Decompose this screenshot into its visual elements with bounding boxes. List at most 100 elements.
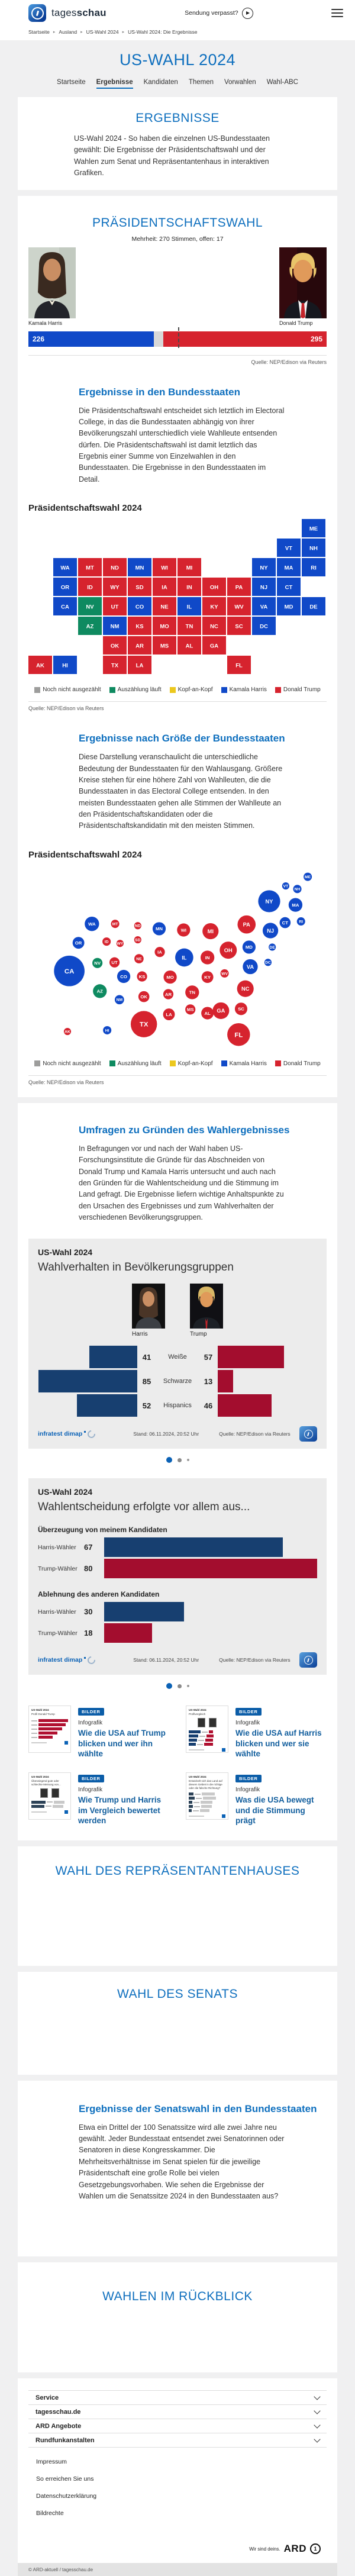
state-tile-MI[interactable] <box>178 558 201 577</box>
state-tile-ND[interactable] <box>103 558 127 577</box>
state-tile-WY[interactable] <box>103 578 127 597</box>
state-tile-KS[interactable] <box>128 617 151 636</box>
state-bubble-GA[interactable] <box>212 1002 230 1019</box>
state-tile-OH[interactable] <box>202 578 226 597</box>
state-bubble-ME[interactable] <box>304 872 312 881</box>
state-tile-IN[interactable] <box>178 578 201 597</box>
state-tile-CT[interactable] <box>277 578 301 597</box>
state-bubble-VA[interactable] <box>243 959 258 974</box>
state-tile-ID[interactable] <box>78 578 102 597</box>
state-bubble-VT[interactable] <box>282 882 289 889</box>
state-tile-DC[interactable] <box>252 617 276 636</box>
footer-link-impressum[interactable]: Impressum <box>36 2458 67 2466</box>
carousel-dot-1[interactable] <box>166 1683 172 1690</box>
state-bubble-MD[interactable] <box>242 940 256 954</box>
state-bubble-SC[interactable] <box>234 1002 248 1015</box>
state-bubble-TN[interactable] <box>185 985 199 1000</box>
state-bubble-NM[interactable] <box>114 995 124 1004</box>
hamburger-menu-icon[interactable] <box>331 9 343 17</box>
state-tile-NE[interactable] <box>153 597 176 616</box>
state-bubble-WV[interactable] <box>220 969 229 978</box>
state-tile-AZ[interactable] <box>78 617 102 636</box>
carousel-dot-3[interactable] <box>186 1459 189 1462</box>
state-tile-WI[interactable] <box>153 558 176 577</box>
state-bubble-MA[interactable] <box>288 898 303 912</box>
tab-startseite[interactable]: Startseite <box>57 79 86 86</box>
state-bubble-MS[interactable] <box>185 1004 196 1015</box>
carousel-dot-2[interactable] <box>177 1458 182 1462</box>
carousel-dot-3[interactable] <box>186 1685 189 1688</box>
state-bubble-MN[interactable] <box>152 922 166 936</box>
state-bubble-OR[interactable] <box>72 937 85 949</box>
state-tile-NC[interactable] <box>202 617 226 636</box>
state-tile-MS[interactable] <box>153 636 176 655</box>
state-bubble-CA[interactable] <box>54 955 85 986</box>
state-tile-WV[interactable] <box>227 597 251 616</box>
state-bubble-NC[interactable] <box>237 980 254 997</box>
state-tile-CO[interactable] <box>128 597 151 616</box>
state-bubble-WA[interactable] <box>85 916 99 931</box>
state-bubble-ND[interactable] <box>134 921 141 930</box>
state-tile-NJ[interactable] <box>252 578 276 597</box>
state-tile-TX[interactable] <box>103 656 127 675</box>
state-tile-NY[interactable] <box>252 558 276 577</box>
state-bubble-NV[interactable] <box>92 957 103 968</box>
teaser-comparison[interactable]: US-Wahl 2024 Überwiegend gute oder schle… <box>28 1772 169 1826</box>
state-tile-ME[interactable] <box>302 519 325 538</box>
state-bubble-MO[interactable] <box>163 970 177 984</box>
state-bubble-CT[interactable] <box>279 917 291 928</box>
state-tile-WA[interactable] <box>53 558 77 577</box>
state-tile-IL[interactable] <box>178 597 201 616</box>
footer-accordion-service[interactable]: Service <box>28 2390 327 2406</box>
state-bubble-NH[interactable] <box>293 884 302 894</box>
state-tile-MA[interactable] <box>277 558 301 577</box>
state-bubble-NY[interactable] <box>258 890 280 913</box>
state-tile-MN[interactable] <box>128 558 151 577</box>
state-bubble-UT[interactable] <box>109 957 120 968</box>
state-tile-CA[interactable] <box>53 597 77 616</box>
breadcrumb-item[interactable]: US-Wahl 2024: Die Ergebnisse <box>128 29 198 35</box>
bubble-map[interactable]: AK AL AR AZ CA CO CT DC DE FL GA HI IA ID IL IN KS KY LA MA… <box>28 866 327 1052</box>
footer-accordion-rundfunkanstalten[interactable]: Rundfunkanstalten <box>28 2433 327 2448</box>
footer-link-datenschutzerkl-rung[interactable]: Datenschutzerklärung <box>36 2493 97 2500</box>
footer-accordion-ard-angebote[interactable]: ARD Angebote <box>28 2419 327 2434</box>
tab-vorwahlen[interactable]: Vorwahlen <box>224 79 256 86</box>
carousel-dot-2[interactable] <box>177 1684 182 1688</box>
state-bubble-AL[interactable] <box>201 1007 214 1020</box>
teaser-mood[interactable]: US-Wahl 2024 Entwickelt sich das Land au… <box>186 1772 327 1826</box>
breadcrumb-item[interactable]: Ausland <box>59 29 78 35</box>
state-tile-RI[interactable] <box>302 558 325 577</box>
state-tile-VA[interactable] <box>252 597 276 616</box>
tab-ergebnisse[interactable]: Ergebnisse <box>96 79 133 89</box>
state-tile-LA[interactable] <box>128 656 151 675</box>
state-bubble-OK[interactable] <box>138 991 150 1002</box>
state-tile-SD[interactable] <box>128 578 151 597</box>
tab-kandidaten[interactable]: Kandidaten <box>143 79 178 86</box>
footer-accordion-tagesschau-de[interactable]: tagesschau.de <box>28 2405 327 2420</box>
state-tile-MT[interactable] <box>78 558 102 577</box>
state-tile-VT[interactable] <box>277 539 301 557</box>
state-bubble-NJ[interactable] <box>262 923 279 939</box>
state-tile-NH[interactable] <box>302 539 325 557</box>
brand-wordmark[interactable]: tagesschau <box>51 7 106 18</box>
state-tile-MD[interactable] <box>277 597 301 616</box>
state-bubble-WY[interactable] <box>116 939 124 947</box>
state-bubble-SD[interactable] <box>134 936 141 943</box>
missed-broadcast-link[interactable]: Sendung verpasst? <box>185 7 253 19</box>
state-tile-FL[interactable] <box>227 656 251 675</box>
state-bubble-LA[interactable] <box>163 1008 175 1020</box>
tab-wahl-abc[interactable]: Wahl-ABC <box>266 79 298 86</box>
teaser-harris-profile[interactable]: US-Wahl 2024 Profilvergleich BILDER Info… <box>186 1705 327 1759</box>
state-bubble-IN[interactable] <box>200 950 215 965</box>
state-tile-TN[interactable] <box>178 617 201 636</box>
carousel-dot-1[interactable] <box>166 1457 172 1463</box>
state-bubble-TX[interactable] <box>130 1011 157 1037</box>
teaser-trump-profile[interactable]: US-Wahl 2024 Profil Donald Trump BILDER … <box>28 1705 169 1759</box>
state-tile-AR[interactable] <box>128 636 151 655</box>
state-bubble-DC[interactable] <box>264 958 272 966</box>
state-bubble-FL[interactable] <box>227 1023 250 1046</box>
state-tile-AK[interactable] <box>28 656 52 675</box>
state-bubble-AZ[interactable] <box>93 984 107 998</box>
state-bubble-WI[interactable] <box>177 923 191 937</box>
state-tile-PA[interactable] <box>227 578 251 597</box>
